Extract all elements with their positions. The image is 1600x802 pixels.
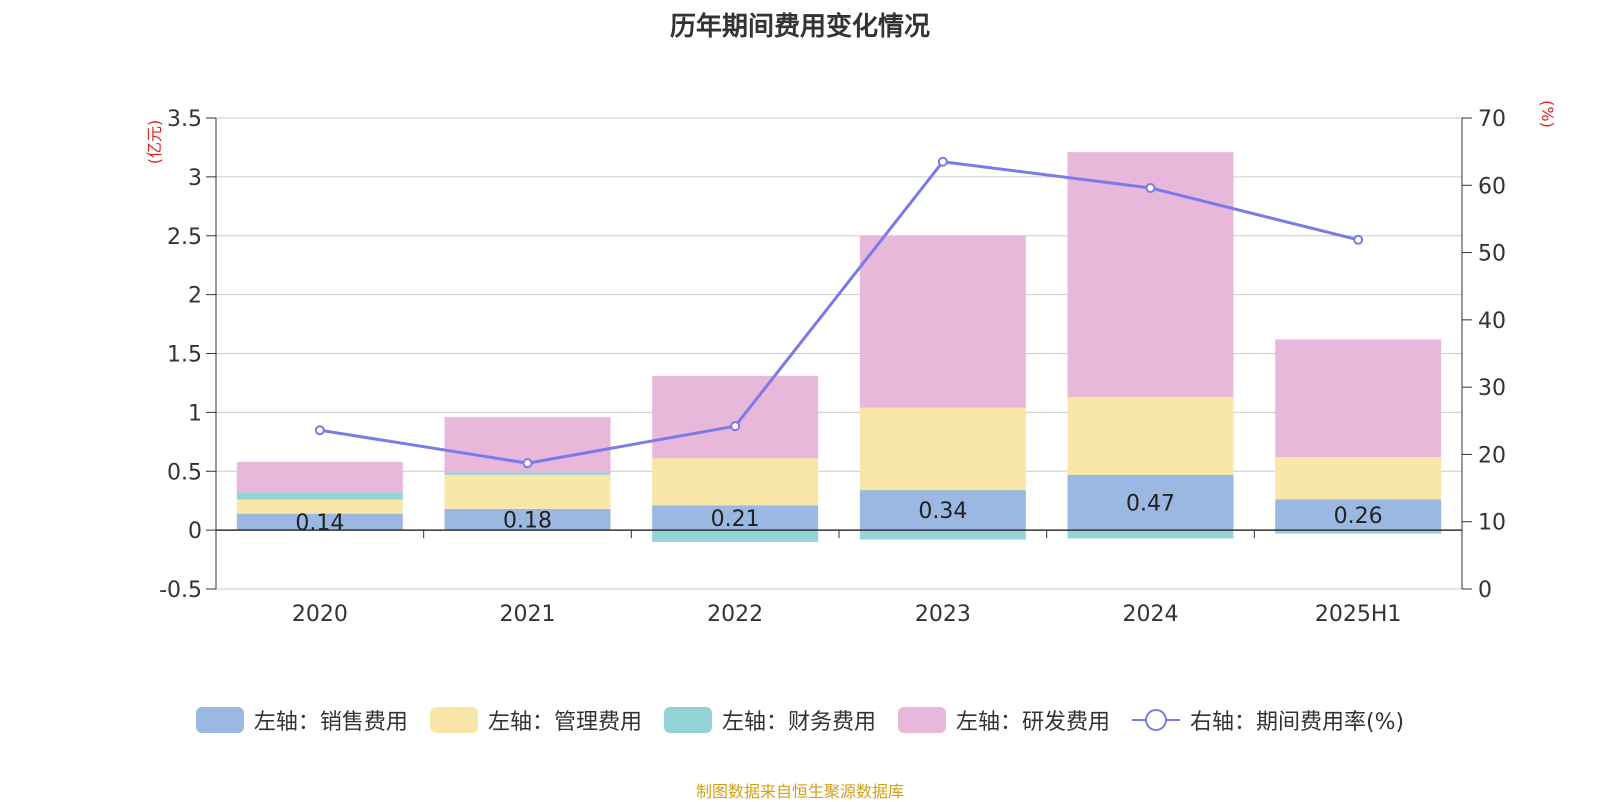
legend-item-admin[interactable]: 左轴：管理费用 [429, 704, 642, 736]
x-tick-label: 2020 [292, 602, 348, 627]
rate-polyline [319, 160, 1359, 465]
bar-segment [1275, 499, 1442, 531]
bar-segment [1275, 530, 1442, 534]
data-label: 0.21 [711, 507, 760, 532]
right-tick-label: 10 [1478, 511, 1506, 536]
left-tick-label: 0.5 [167, 460, 202, 485]
legend-label-sales: 左轴：销售费用 [253, 710, 408, 735]
left-tick-label: 3 [188, 166, 202, 191]
legend-item-sales[interactable]: 左轴：销售费用 [195, 704, 408, 736]
right-tick-label: 0 [1478, 578, 1492, 603]
x-tick-label: 2024 [1123, 602, 1179, 627]
x-tick-label: 2022 [707, 602, 763, 627]
bar-segment [444, 474, 611, 509]
data-label: 0.47 [1126, 491, 1175, 516]
legend: 左轴：销售费用 左轴：管理费用 左轴：财务费用 左轴：研发费用 右轴：期间费用率… [0, 702, 1600, 738]
legend-label-finance: 左轴：财务费用 [721, 710, 876, 735]
bar-segment [236, 492, 403, 500]
x-tick-label: 2023 [915, 602, 971, 627]
bar-segment [859, 530, 1026, 540]
x-tick-label: 2021 [500, 602, 556, 627]
bar-segment [444, 472, 611, 475]
source-note: 制图数据来自恒生聚源数据库 [695, 782, 904, 801]
left-axis-unit: (亿元) [145, 120, 164, 165]
left-tick-label: 1.5 [167, 343, 202, 368]
legend-item-rate[interactable]: 右轴：期间费用率(%) [1131, 704, 1405, 736]
left-tick-label: 2 [188, 284, 202, 309]
bar-segment [236, 499, 403, 514]
legend-swatch-finance [663, 707, 712, 733]
bar-segment [859, 490, 1026, 531]
rate-point [1145, 182, 1156, 193]
data-label: 0.14 [295, 511, 344, 536]
left-tick-label: 1 [188, 401, 202, 426]
right-tick-label: 30 [1478, 376, 1506, 401]
right-tick-label: 50 [1478, 242, 1506, 267]
legend-label-admin: 左轴：管理费用 [487, 710, 642, 735]
bar-segment [236, 513, 403, 531]
axes: -0.5 0 0.5 1 1.5 2 2.5 3 3.5 0 10 20 30 40 50 60 70 2020 2… [145, 100, 1557, 627]
right-tick-label: 60 [1478, 174, 1506, 199]
data-label: 0.26 [1334, 504, 1383, 529]
bar-segment [652, 505, 819, 531]
right-tick-label: 70 [1478, 107, 1506, 132]
left-tick-label: 3.5 [167, 107, 202, 132]
bar-segment [1067, 397, 1234, 475]
right-tick-label: 40 [1478, 309, 1506, 334]
left-tick-label: -0.5 [159, 578, 202, 603]
bar-segment [652, 375, 819, 459]
rate-point [522, 458, 533, 469]
data-label: 0.34 [918, 499, 967, 524]
right-axis-unit: (%) [1538, 100, 1557, 128]
right-tick-label: 20 [1478, 443, 1506, 468]
rate-point [730, 421, 741, 432]
legend-swatch-rnd [897, 707, 946, 733]
bar-segment [444, 508, 611, 531]
legend-label-rate: 右轴：期间费用率(%) [1189, 710, 1405, 735]
bars [236, 152, 1442, 542]
bar-segment [859, 407, 1026, 491]
legend-swatch-admin [429, 707, 478, 733]
rate-point [314, 425, 325, 436]
legend-label-rnd: 左轴：研发费用 [955, 710, 1110, 735]
bar-segment [859, 235, 1026, 408]
chart-title: 历年期间费用变化情况 [669, 12, 930, 42]
bar-segment [1275, 339, 1442, 458]
x-tick-label: 2025H1 [1315, 602, 1402, 627]
legend-item-finance[interactable]: 左轴：财务费用 [663, 704, 876, 736]
legend-item-rnd[interactable]: 左轴：研发费用 [897, 704, 1110, 736]
left-tick-label: 0 [188, 519, 202, 544]
rate-point [1353, 234, 1364, 245]
bar-segment [236, 461, 403, 493]
data-labels: 0.14 0.18 0.21 0.34 0.47 0.26 [295, 491, 1382, 535]
bar-segment [652, 458, 819, 506]
rate-line [314, 156, 1364, 469]
bar-segment [1067, 474, 1234, 531]
bar-segment [1067, 530, 1234, 539]
data-label: 0.18 [503, 509, 552, 534]
legend-swatch-rate [1131, 709, 1180, 731]
bar-segment [652, 530, 819, 542]
left-tick-label: 2.5 [167, 225, 202, 250]
legend-swatch-sales [195, 707, 244, 733]
gridlines [216, 117, 1462, 590]
bar-segment [1275, 457, 1442, 500]
rate-point [937, 156, 948, 167]
